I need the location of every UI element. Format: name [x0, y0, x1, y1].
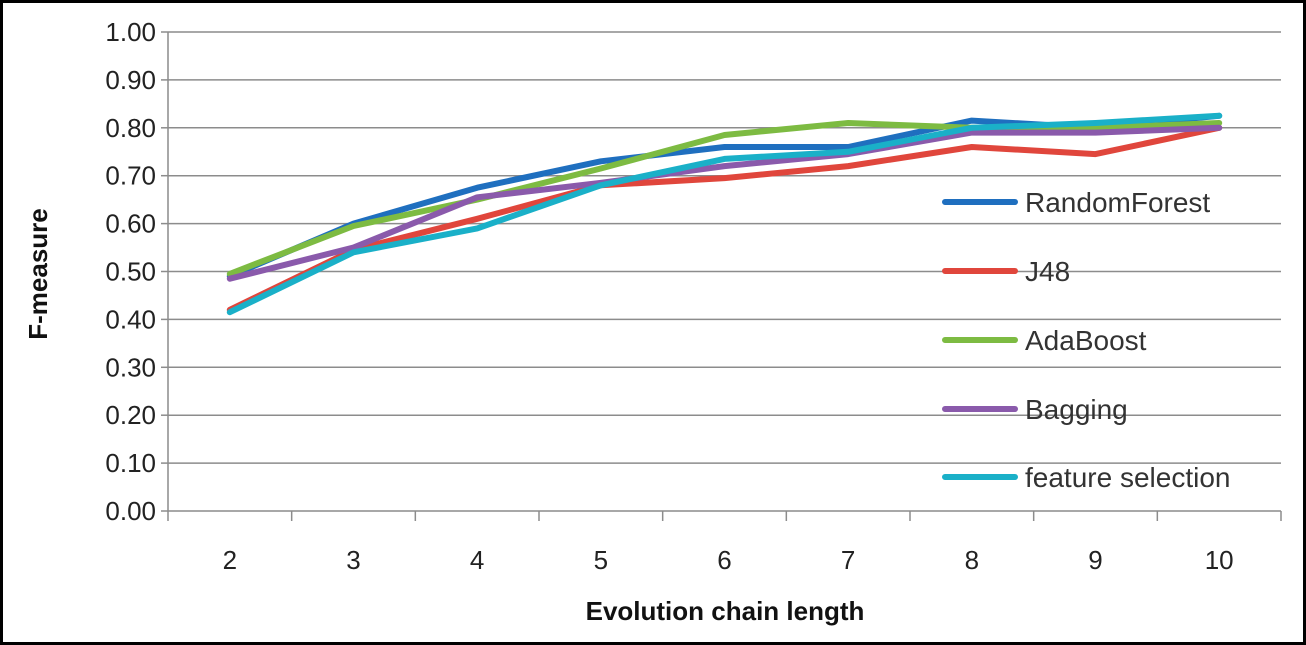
y-tick-label: 0.70 [105, 161, 156, 191]
y-tick-label: 0.60 [105, 209, 156, 239]
legend-label-adaboost: AdaBoost [1025, 325, 1147, 356]
y-tick-label: 1.00 [105, 17, 156, 47]
y-tick-label: 0.10 [105, 448, 156, 478]
legend-label-randomforest: RandomForest [1025, 187, 1210, 218]
legend: RandomForest J48 AdaBoost Bagging feature se… [942, 187, 1230, 493]
y-tick-label: 0.20 [105, 400, 156, 430]
line-chart: 0.00 0.10 0.20 0.30 0.40 0.50 0.60 0.70 0.80 0.90… [23, 17, 1282, 626]
y-axis-title: F-measure [23, 208, 53, 340]
grid [161, 31, 1281, 512]
y-tick-labels: 0.00 0.10 0.20 0.30 0.40 0.50 0.60 0.70 0.80 0.90… [105, 17, 156, 526]
y-tick-label: 0.80 [105, 113, 156, 143]
y-tick-label: 0.40 [105, 304, 156, 334]
y-tick-label: 0.30 [105, 352, 156, 382]
series-line-j48 [226, 124, 1223, 313]
x-tick-label: 2 [223, 545, 237, 575]
x-tick-label: 7 [841, 545, 855, 575]
y-tick-label: 0.00 [105, 496, 156, 526]
series-line-bagging [226, 124, 1223, 282]
y-tick-label: 0.50 [105, 257, 156, 287]
x-tick-label: 6 [717, 545, 731, 575]
legend-label-feature-selection: feature selection [1025, 462, 1230, 493]
x-tick-label: 9 [1088, 545, 1102, 575]
series-line-feature-selection [226, 112, 1223, 316]
axes [167, 32, 1282, 521]
x-tick-label: 4 [470, 545, 484, 575]
x-tick-label: 3 [346, 545, 360, 575]
x-tick-label: 5 [594, 545, 608, 575]
series-lines [226, 112, 1223, 316]
y-tick-label: 0.90 [105, 65, 156, 95]
x-tick-labels: 2 3 4 5 6 7 8 9 10 [223, 545, 1234, 575]
x-axis-title: Evolution chain length [586, 596, 865, 626]
series-line-adaboost [226, 120, 1223, 277]
legend-label-j48: J48 [1025, 256, 1070, 287]
x-tick-label: 8 [965, 545, 979, 575]
x-tick-label: 10 [1205, 545, 1234, 575]
legend-label-bagging: Bagging [1025, 394, 1128, 425]
